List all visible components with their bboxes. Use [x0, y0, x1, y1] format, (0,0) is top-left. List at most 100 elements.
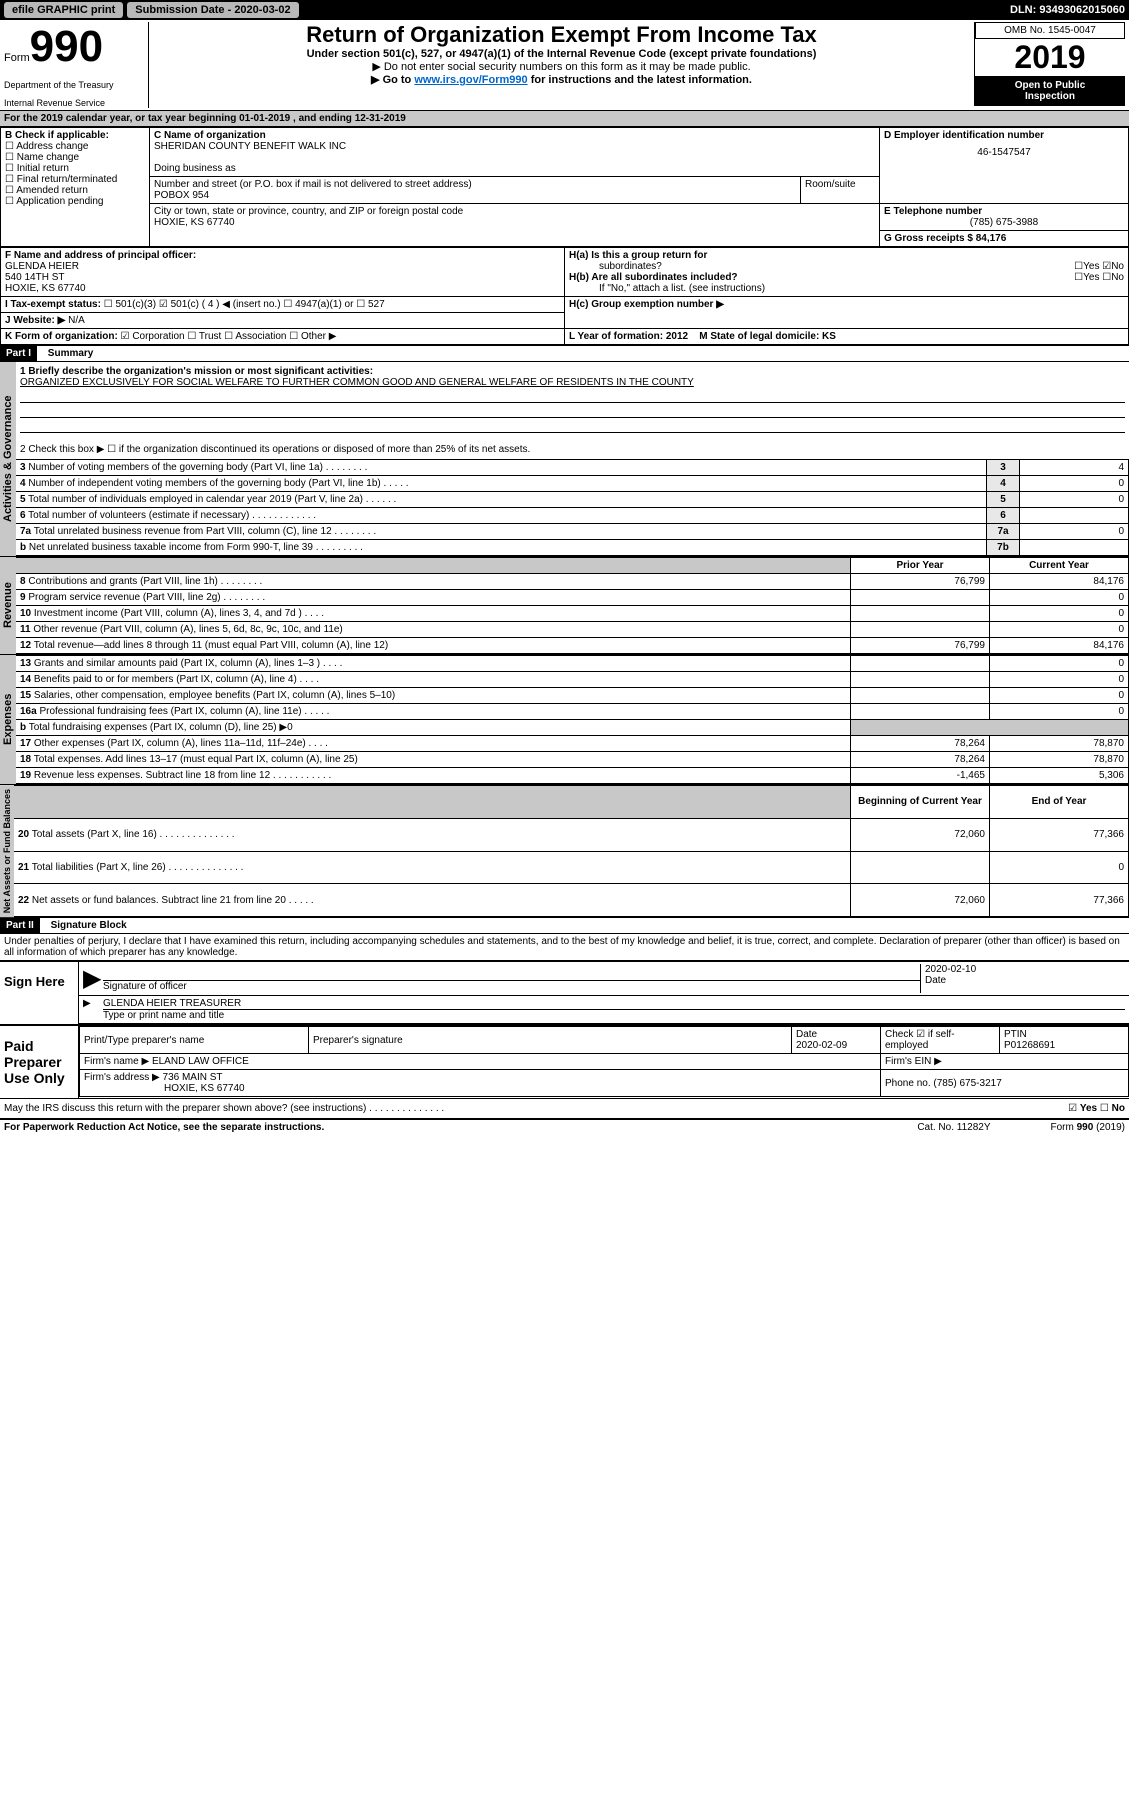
type-name-label: Type or print name and title [103, 1010, 1125, 1021]
sig-date: 2020-02-10 [925, 964, 1125, 975]
ssn-note: ▶ Do not enter social security numbers o… [149, 60, 974, 73]
vlabel-netassets: Net Assets or Fund Balances [0, 785, 14, 917]
ha-label: H(a) Is this a group return for [569, 250, 707, 261]
part1-header: Part I [0, 346, 37, 361]
b-opt-3[interactable]: ☐ Final return/terminated [5, 174, 145, 185]
firm-ein-label: Firm's EIN ▶ [881, 1054, 1129, 1070]
room-suite: Room/suite [801, 177, 880, 204]
j-label: J Website: ▶ [5, 315, 65, 326]
part1-title: Summary [40, 348, 94, 359]
officer-typed-name: GLENDA HEIER TREASURER [103, 998, 1125, 1010]
part2-header: Part II [0, 918, 40, 933]
i-label: I Tax-exempt status: [5, 299, 101, 310]
gross-receipts: G Gross receipts $ 84,176 [880, 231, 1129, 247]
firm-addr2: HOXIE, KS 67740 [84, 1083, 876, 1094]
mission-blank1 [20, 388, 1125, 403]
i-527: 527 [368, 299, 385, 310]
b-opt-label-3: Final return/terminated [17, 174, 118, 185]
telephone: (785) 675-3988 [884, 217, 1124, 228]
expenses-table: 13 Grants and similar amounts paid (Part… [16, 655, 1129, 784]
b-opt-label-1: Name change [17, 152, 79, 163]
dln: DLN: 93493062015060 [1010, 4, 1125, 16]
governance-table: 3 Number of voting members of the govern… [16, 459, 1129, 556]
officer-signature-line[interactable] [103, 964, 920, 981]
top-bar: efile GRAPHIC print Submission Date - 20… [0, 0, 1129, 20]
k-assoc: Association [235, 331, 286, 342]
line1-label: 1 Briefly describe the organization's mi… [20, 366, 1125, 377]
paid-preparer-label: Paid Preparer Use Only [0, 1026, 79, 1098]
b-opt-5[interactable]: ☐ Application pending [5, 196, 145, 207]
org-name: SHERIDAN COUNTY BENEFIT WALK INC [154, 141, 875, 152]
submission-pill: Submission Date - 2020-03-02 [127, 2, 298, 18]
ptin: P01268691 [1004, 1040, 1124, 1051]
omb-number: OMB No. 1545-0047 [975, 22, 1125, 39]
city-state-zip: HOXIE, KS 67740 [154, 217, 875, 228]
dept-irs: Internal Revenue Service [4, 98, 144, 108]
table-row: 11 Other revenue (Part VIII, column (A),… [16, 622, 1129, 638]
b-opt-label-5: Application pending [16, 196, 103, 207]
discuss-yes-label: Yes [1080, 1103, 1097, 1114]
addr-label: Number and street (or P.O. box if mail i… [154, 179, 796, 190]
efile-pill: efile GRAPHIC print [4, 2, 123, 18]
b-opt-1[interactable]: ☐ Name change [5, 152, 145, 163]
i-501c3: 501(c)(3) [115, 299, 156, 310]
ha-no: No [1111, 261, 1124, 272]
c-label: C Name of organization [154, 130, 875, 141]
preparer-table: Print/Type preparer's name Preparer's si… [79, 1026, 1129, 1097]
paperwork-notice: For Paperwork Reduction Act Notice, see … [4, 1122, 917, 1133]
prep-name-label: Print/Type preparer's name [80, 1027, 309, 1054]
dba-label: Doing business as [154, 163, 875, 174]
ha-row: H(a) Is this a group return for [569, 250, 1124, 261]
preparer-area: Paid Preparer Use Only Print/Type prepar… [0, 1024, 1129, 1098]
table-row: 20 Total assets (Part X, line 16) . . . … [14, 818, 1129, 851]
officer-addr1: 540 14TH ST [5, 272, 560, 283]
table-row: 14 Benefits paid to or for members (Part… [16, 672, 1129, 688]
cat-no: Cat. No. 11282Y [917, 1122, 990, 1133]
prep-sig-label: Preparer's signature [309, 1027, 792, 1054]
k-other: Other ▶ [301, 331, 336, 342]
b-opt-0[interactable]: ☐ Address change [5, 141, 145, 152]
irs-link[interactable]: www.irs.gov/Form990 [414, 74, 527, 86]
discuss-yes[interactable]: ☑ Yes [1068, 1103, 1097, 1114]
m-state: M State of legal domicile: KS [699, 331, 836, 342]
k-trust: Trust [199, 331, 221, 342]
hb-yes: Yes [1083, 272, 1099, 283]
b-opt-2[interactable]: ☐ Initial return [5, 163, 145, 174]
sig-arrow-icon: ▶ [83, 964, 103, 993]
ha-sub: subordinates? [599, 261, 662, 272]
b-opt-4[interactable]: ☐ Amended return [5, 185, 145, 196]
sign-here-label: Sign Here [0, 962, 79, 1024]
sig-officer-label: Signature of officer [103, 981, 920, 992]
table-row: 22 Net assets or fund balances. Subtract… [14, 884, 1129, 917]
hb-note: If "No," attach a list. (see instruction… [569, 283, 1124, 294]
self-employed-check: Check ☑ if self-employed [881, 1027, 1000, 1054]
form-footer: Form 990 (2019) [1051, 1122, 1125, 1133]
inspection-label: Inspection [979, 91, 1121, 102]
vlabel-revenue: Revenue [0, 557, 16, 654]
return-subtitle: Under section 501(c), 527, or 4947(a)(1)… [149, 48, 974, 60]
b-label: B Check if applicable: [5, 130, 145, 141]
discuss-no[interactable]: ☐ No [1100, 1103, 1125, 1114]
table-row: 13 Grants and similar amounts paid (Part… [16, 656, 1129, 672]
b-opt-label-4: Amended return [16, 185, 88, 196]
table-row: 18 Total expenses. Add lines 13–17 (must… [16, 752, 1129, 768]
ha-yes: Yes [1083, 261, 1099, 272]
mission-text: ORGANIZED EXCLUSIVELY FOR SOCIAL WELFARE… [20, 377, 1125, 388]
open-inspection: Open to Public Inspection [975, 76, 1125, 106]
k-label: K Form of organization: [5, 331, 118, 342]
table-row: b Total fundraising expenses (Part IX, c… [16, 720, 1129, 736]
i-501c: 501(c) ( 4 ) ◀ (insert no.) [171, 299, 281, 310]
b-opt-label-2: Initial return [17, 163, 69, 174]
return-title: Return of Organization Exempt From Incom… [149, 22, 974, 48]
discuss-question: May the IRS discuss this return with the… [4, 1103, 1068, 1114]
firm-phone: Phone no. (785) 675-3217 [881, 1070, 1129, 1097]
sig-arrow-icon-2: ▶ [83, 998, 103, 1021]
form-label: Form [4, 52, 30, 64]
b-opt-label-0: Address change [16, 141, 88, 152]
hc-label: H(c) Group exemption number ▶ [569, 299, 724, 310]
firm-addr1: 736 MAIN ST [163, 1072, 223, 1083]
entity-info-table: B Check if applicable: ☐ Address change … [0, 127, 1129, 247]
city-label: City or town, state or province, country… [154, 206, 875, 217]
part2-title: Signature Block [43, 920, 127, 931]
ptin-label: PTIN [1004, 1029, 1124, 1040]
